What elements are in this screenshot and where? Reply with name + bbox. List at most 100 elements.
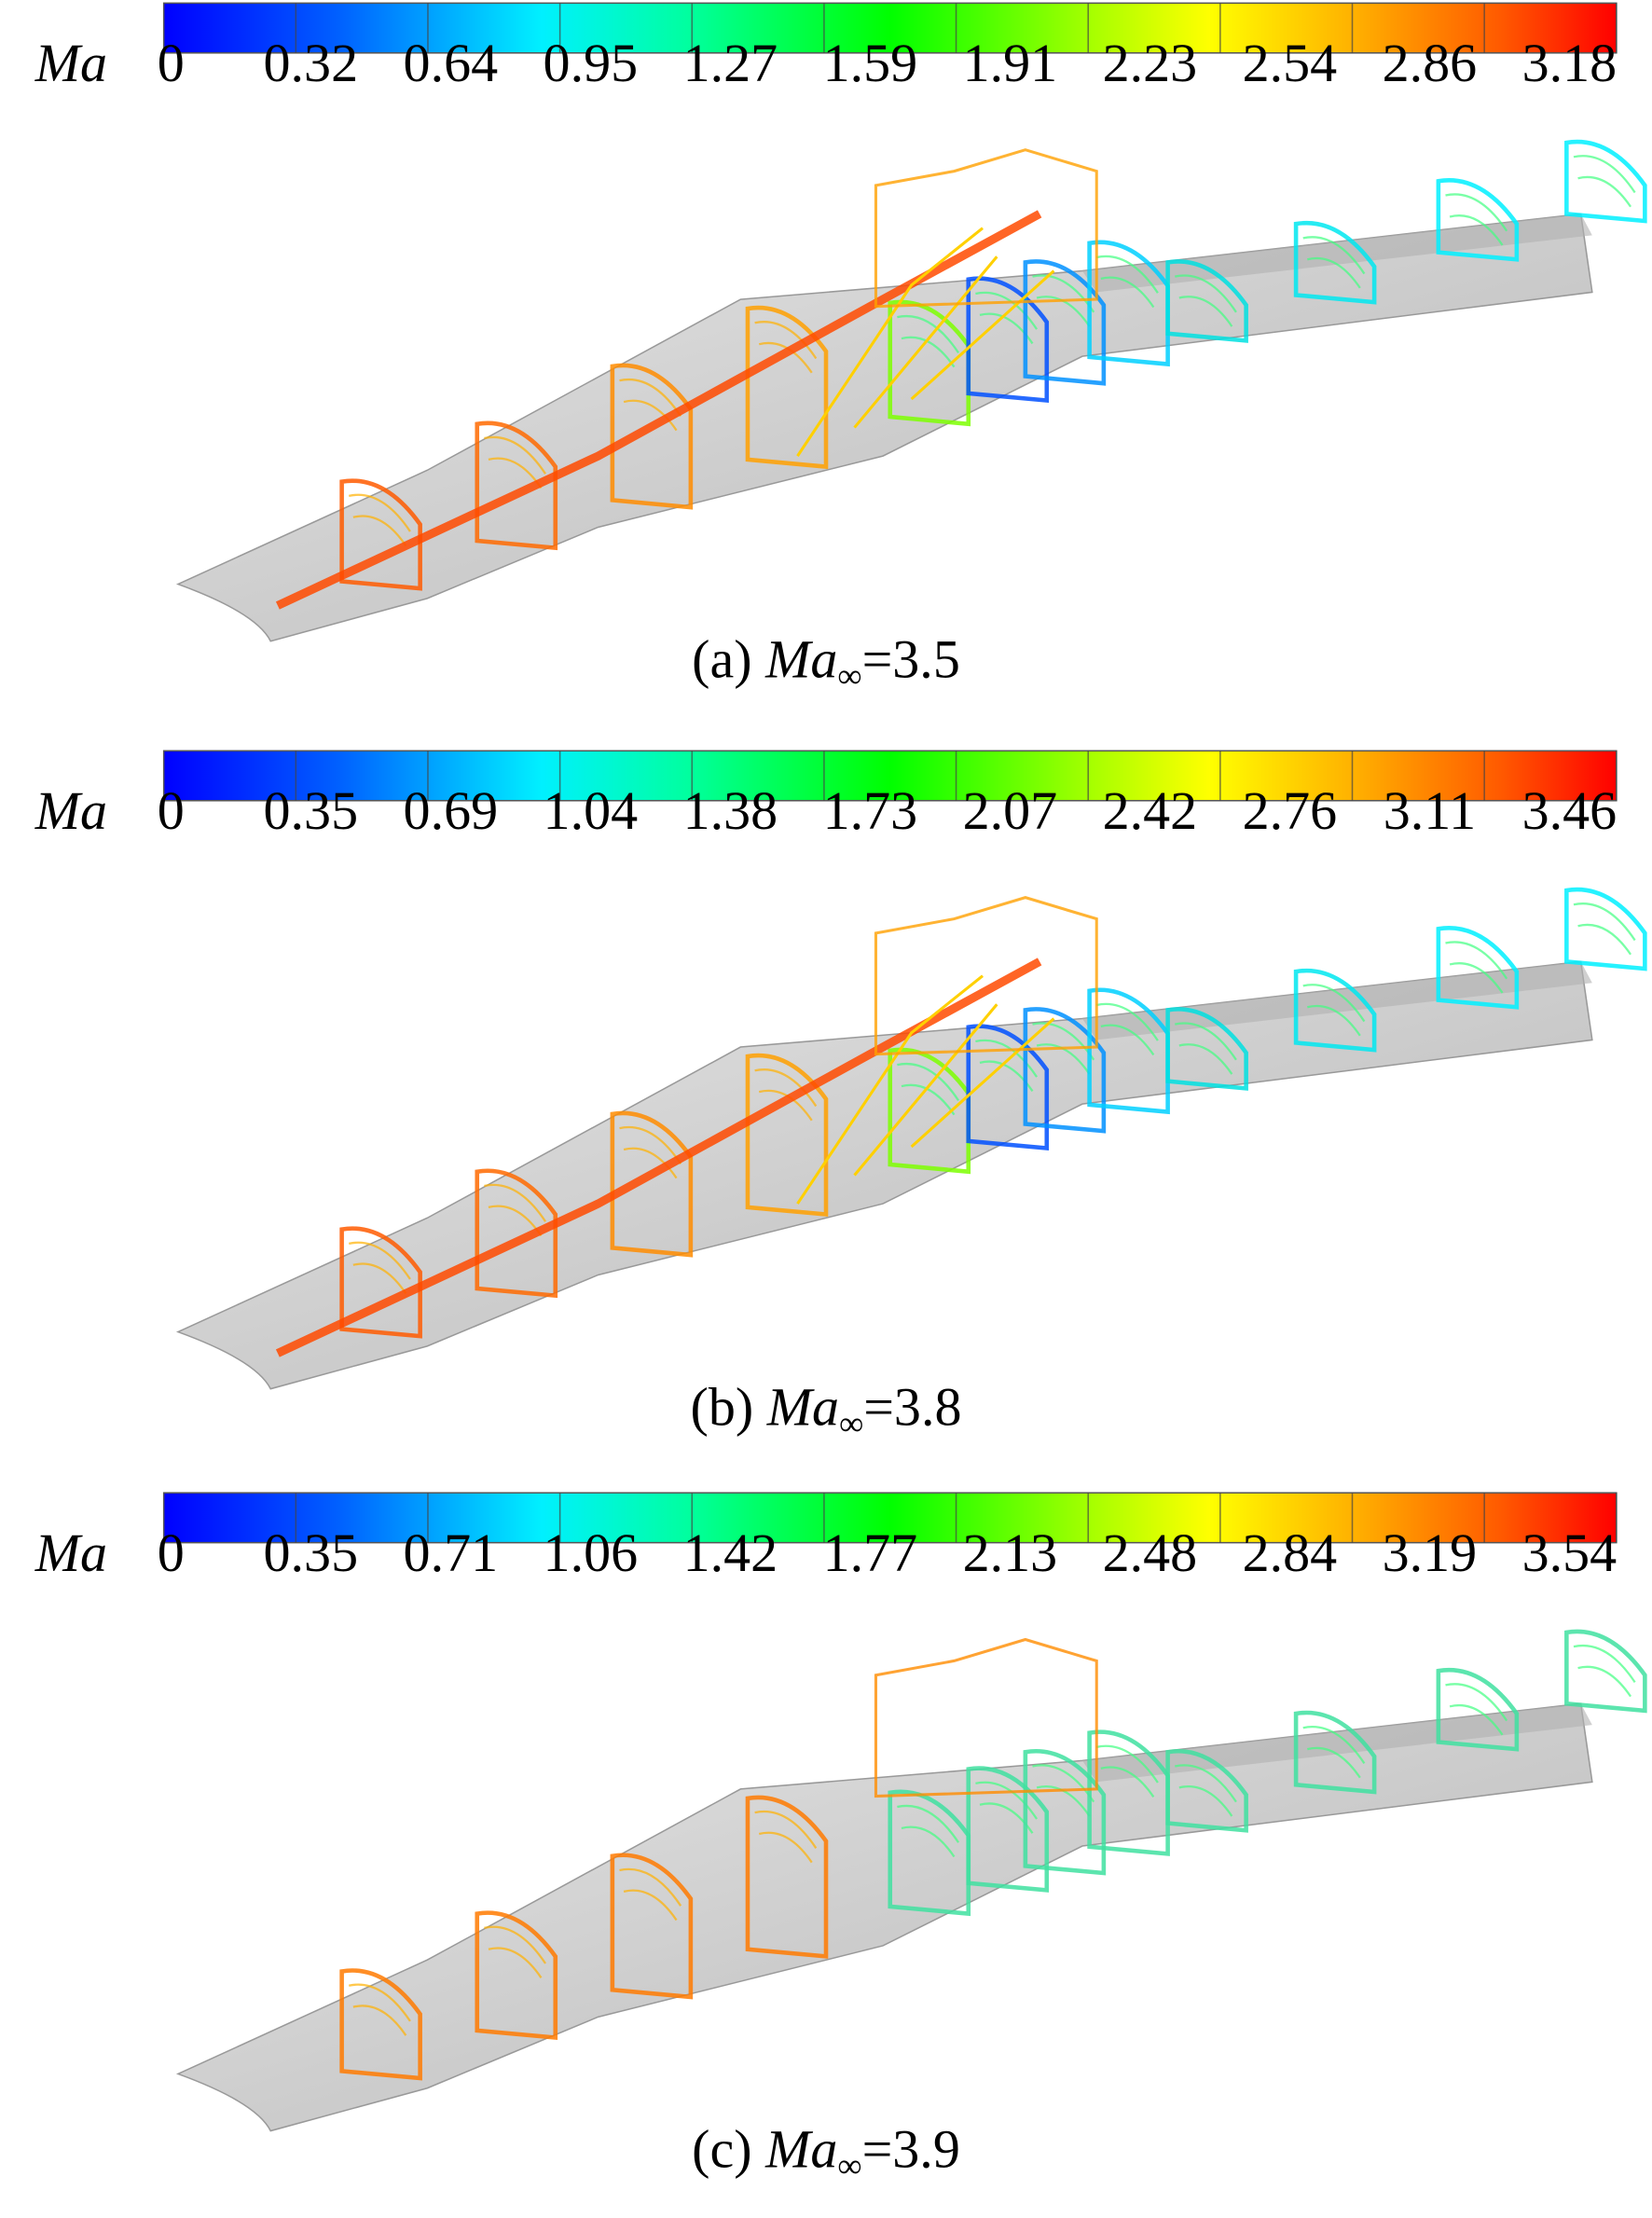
colorbar-tick-label: 1.38 bbox=[683, 780, 778, 841]
colorbar-tick-label: 0 bbox=[158, 1522, 185, 1583]
colorbar-tick-label: 2.48 bbox=[1103, 1522, 1198, 1583]
colorbar-tick-label: 3.18 bbox=[1522, 33, 1618, 93]
colorbar-tick-label: 1.73 bbox=[823, 780, 918, 841]
duct-body bbox=[175, 960, 1593, 1390]
colorbar bbox=[162, 1492, 1618, 1544]
slice-contours bbox=[975, 1781, 1039, 1834]
slice-contours bbox=[1175, 1022, 1237, 1075]
colorbar-tick-label: 0 bbox=[158, 780, 185, 841]
slice bbox=[339, 478, 422, 591]
colorbar-tick-label: 2.86 bbox=[1383, 33, 1478, 93]
upper-plates bbox=[874, 1637, 1098, 1798]
slice-contours bbox=[619, 1125, 682, 1179]
slice-contours bbox=[1095, 255, 1159, 309]
duct-body bbox=[175, 1702, 1593, 2132]
slice-contours bbox=[349, 493, 411, 546]
slice bbox=[1293, 1710, 1377, 1795]
slice-contours bbox=[1302, 236, 1366, 289]
slice bbox=[610, 1853, 694, 2000]
slice-contours bbox=[1445, 941, 1508, 994]
colorbar-tick-label: 0.64 bbox=[404, 33, 499, 93]
shock-fan bbox=[796, 974, 1055, 1205]
slice-contours bbox=[619, 1867, 682, 1922]
slice bbox=[475, 1168, 558, 1299]
colorbar-tick-label: 1.04 bbox=[544, 780, 639, 841]
upper-plates bbox=[874, 896, 1098, 1056]
slice-contours bbox=[897, 1804, 960, 1858]
upper-plates bbox=[874, 148, 1098, 309]
colorbar bbox=[162, 2, 1618, 54]
colorbar-tick-label: 1.27 bbox=[683, 33, 778, 93]
colorbar-tick-label: 0.69 bbox=[404, 780, 499, 841]
caption-subscript: ∞ bbox=[839, 1404, 863, 1442]
slice bbox=[1436, 1667, 1520, 1752]
flow-render bbox=[175, 139, 1647, 642]
slice bbox=[966, 276, 1050, 404]
slice-contours bbox=[484, 1925, 547, 1978]
slice-contours bbox=[1573, 155, 1636, 208]
caption-subscript: ∞ bbox=[837, 656, 861, 695]
slice-contours bbox=[1095, 1002, 1159, 1056]
caption-prefix: (b) bbox=[691, 1377, 767, 1438]
slice-contours bbox=[349, 1241, 411, 1294]
colorbar-tick-label: 0.35 bbox=[264, 780, 359, 841]
caption-suffix: =3.9 bbox=[862, 2119, 960, 2180]
duct-body bbox=[175, 213, 1593, 642]
slice-contours bbox=[1445, 193, 1508, 246]
colorbar-tick-label: 1.06 bbox=[544, 1522, 639, 1583]
slice bbox=[1564, 139, 1647, 224]
colorbar-tick-label: 2.23 bbox=[1103, 33, 1198, 93]
colorbar-tick-label: 2.13 bbox=[963, 1522, 1058, 1583]
colorbar-tick-label: 0.35 bbox=[264, 1522, 359, 1583]
colorbar-label: Ma bbox=[34, 33, 107, 93]
caption: (b) Ma∞=3.8 bbox=[691, 1377, 962, 1442]
panel: Ma 0 0.35 0.69 1.04 1.38 1.73 2.07 2.42 2.76 3.11 3… bbox=[34, 750, 1647, 1442]
slice-contours bbox=[975, 291, 1039, 345]
shock-fan bbox=[796, 227, 1055, 457]
colorbar-tick-label: 1.91 bbox=[963, 33, 1058, 93]
slice bbox=[1023, 1007, 1107, 1134]
slice-contours bbox=[1573, 902, 1636, 956]
duct-top bbox=[1081, 1703, 1592, 1783]
flow-render bbox=[175, 887, 1647, 1390]
colorbar-tick-label: 3.11 bbox=[1384, 780, 1476, 841]
slice bbox=[1023, 1749, 1107, 1876]
slice bbox=[1564, 1629, 1647, 1714]
caption-prefix: (c) bbox=[692, 2119, 765, 2180]
slice bbox=[745, 1795, 829, 1959]
duct-top bbox=[1081, 214, 1592, 293]
colorbar-tick-label: 2.42 bbox=[1103, 780, 1198, 841]
slice-contours bbox=[1175, 274, 1237, 327]
slice bbox=[1165, 1007, 1248, 1091]
colorbar-tick-label: 1.59 bbox=[823, 33, 918, 93]
caption-symbol: Ma bbox=[766, 1377, 839, 1438]
colorbar-tick-label: 3.54 bbox=[1522, 1522, 1618, 1583]
slice-contours bbox=[754, 1810, 818, 1864]
colorbar-tick-label: 2.84 bbox=[1243, 1522, 1338, 1583]
caption-suffix: =3.5 bbox=[862, 629, 960, 690]
slice bbox=[745, 305, 829, 470]
slice-contours bbox=[897, 1063, 960, 1116]
caption: (c) Ma∞=3.9 bbox=[692, 2119, 960, 2184]
caption-prefix: (a) bbox=[692, 629, 765, 690]
caption: (a) Ma∞=3.5 bbox=[692, 629, 960, 695]
slice bbox=[339, 1968, 422, 2081]
slice bbox=[966, 1766, 1050, 1893]
colorbar-tick-label: 0.95 bbox=[544, 33, 639, 93]
colorbar-tick-label: 0 bbox=[158, 33, 185, 93]
slice bbox=[1293, 220, 1377, 305]
slice-contours bbox=[1302, 1726, 1366, 1779]
slice-contours bbox=[349, 1983, 411, 2036]
panel: Ma 0 0.32 0.64 0.95 1.27 1.59 1.91 2.23 2.54 2.86 3… bbox=[34, 2, 1647, 695]
caption-symbol: Ma bbox=[764, 629, 837, 690]
slice-contours bbox=[975, 1039, 1039, 1093]
caption-subscript: ∞ bbox=[837, 2146, 861, 2184]
colorbar-tick-label: 2.54 bbox=[1243, 33, 1338, 93]
caption-symbol: Ma bbox=[764, 2119, 837, 2180]
slice-contours bbox=[897, 315, 960, 368]
slice bbox=[1564, 887, 1647, 971]
slice bbox=[1436, 926, 1520, 1010]
duct-top bbox=[1081, 961, 1592, 1040]
